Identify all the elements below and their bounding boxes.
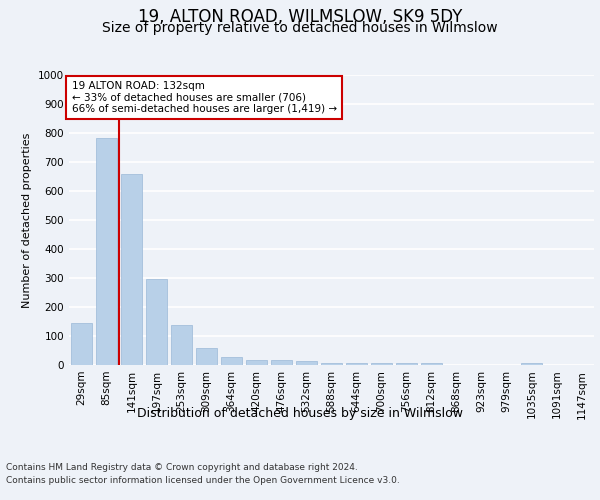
Bar — [296, 361, 317, 365]
Bar — [71, 323, 92, 365]
Bar — [221, 357, 242, 365]
Bar — [146, 280, 167, 365]
Bar — [321, 362, 342, 365]
Bar — [421, 362, 442, 365]
Bar — [346, 362, 367, 365]
Bar — [171, 325, 192, 365]
Text: 19 ALTON ROAD: 132sqm
← 33% of detached houses are smaller (706)
66% of semi-det: 19 ALTON ROAD: 132sqm ← 33% of detached … — [71, 81, 337, 114]
Bar — [396, 362, 417, 365]
Bar — [371, 362, 392, 365]
Y-axis label: Number of detached properties: Number of detached properties — [22, 132, 32, 308]
Bar — [521, 362, 542, 365]
Text: Distribution of detached houses by size in Wilmslow: Distribution of detached houses by size … — [137, 408, 463, 420]
Bar — [121, 174, 142, 365]
Bar — [246, 360, 267, 365]
Text: Contains HM Land Registry data © Crown copyright and database right 2024.: Contains HM Land Registry data © Crown c… — [6, 462, 358, 471]
Text: Size of property relative to detached houses in Wilmslow: Size of property relative to detached ho… — [102, 21, 498, 35]
Bar — [196, 348, 217, 365]
Text: 19, ALTON ROAD, WILMSLOW, SK9 5DY: 19, ALTON ROAD, WILMSLOW, SK9 5DY — [138, 8, 462, 26]
Bar — [96, 138, 117, 365]
Bar — [271, 360, 292, 365]
Text: Contains public sector information licensed under the Open Government Licence v3: Contains public sector information licen… — [6, 476, 400, 485]
